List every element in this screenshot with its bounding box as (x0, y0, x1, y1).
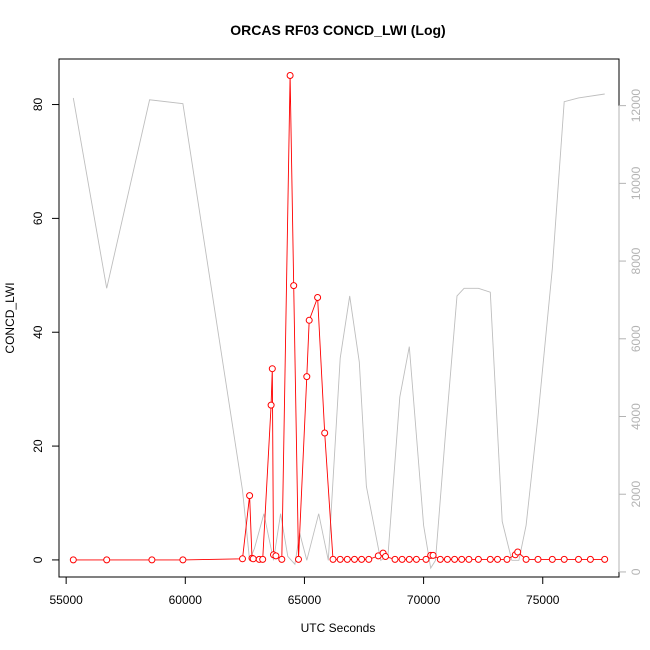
y2-tick-label: 8000 (629, 247, 643, 274)
data-point (534, 555, 542, 563)
data-point (259, 555, 267, 563)
y2-tick-label: 4000 (629, 403, 643, 430)
data-point (575, 555, 582, 563)
data-point (458, 555, 466, 563)
data-point (351, 555, 358, 563)
data-point (365, 555, 373, 563)
data-point (474, 555, 482, 563)
data-point (382, 553, 389, 560)
data-point (148, 556, 156, 564)
data-point (272, 552, 280, 560)
x-tick-label: 75000 (526, 593, 560, 607)
data-point (103, 556, 111, 564)
data-point (560, 555, 568, 563)
data-point (268, 365, 276, 373)
data-point (494, 555, 501, 563)
y-tick-label: 80 (31, 98, 45, 112)
data-point (179, 556, 187, 564)
data-point (249, 555, 257, 563)
data-point (436, 555, 444, 563)
data-point (443, 555, 451, 563)
data-point (69, 556, 77, 564)
data-point (451, 555, 459, 563)
data-point (358, 555, 366, 563)
y2-tick-label: 6000 (629, 325, 643, 352)
data-point (303, 373, 311, 381)
data-point (514, 548, 522, 556)
data-point (486, 555, 494, 563)
data-point (391, 555, 399, 563)
data-point (246, 492, 254, 500)
data-point (522, 555, 530, 563)
x-tick-label: 55000 (49, 593, 83, 607)
data-point (429, 551, 437, 559)
data-point (503, 555, 511, 563)
data-point (412, 555, 420, 563)
data-point (548, 555, 556, 563)
data-point (422, 555, 430, 563)
y2-tick-label: 12000 (629, 89, 643, 123)
x-tick-label: 65000 (288, 593, 322, 607)
data-point (314, 294, 322, 301)
data-point (305, 316, 313, 324)
data-point (290, 282, 298, 290)
y2-tick-label: 2000 (629, 481, 643, 508)
y2-axis: 0 2000 4000 6000 8000 10000 12000 (618, 89, 643, 575)
y-axis: 0 20 40 60 80 (31, 98, 60, 563)
primary-series (69, 72, 609, 564)
y2-tick-label: 0 (629, 568, 643, 575)
data-point (278, 555, 286, 563)
primary-series-line (73, 75, 605, 561)
chart-title: ORCAS RF03 CONCD_LWI (Log) (230, 22, 445, 38)
data-point (329, 555, 337, 563)
data-point (321, 429, 329, 437)
data-point (405, 555, 413, 563)
data-point (465, 555, 473, 563)
data-point (286, 72, 294, 79)
x-tick-label: 60000 (169, 593, 203, 607)
data-point (343, 555, 351, 563)
y-tick-label: 60 (31, 211, 45, 225)
data-point (239, 555, 246, 563)
data-point (601, 555, 609, 563)
y-tick-label: 0 (31, 556, 45, 563)
data-point (295, 555, 302, 563)
x-axis: 55000 60000 65000 70000 75000 (49, 576, 560, 607)
plot-frame (58, 58, 620, 578)
data-point (398, 555, 406, 563)
x-tick-label: 70000 (407, 593, 441, 607)
y-axis-label: CONCD_LWI (3, 282, 17, 353)
secondary-series (72, 93, 605, 570)
data-point (336, 555, 344, 563)
data-point (586, 555, 594, 563)
y-tick-label: 20 (31, 439, 45, 453)
data-point (267, 401, 275, 409)
x-axis-label: UTC Seconds (301, 621, 376, 635)
y-tick-label: 40 (31, 325, 45, 339)
y2-tick-label: 10000 (629, 166, 643, 200)
secondary-series-line (72, 93, 605, 570)
